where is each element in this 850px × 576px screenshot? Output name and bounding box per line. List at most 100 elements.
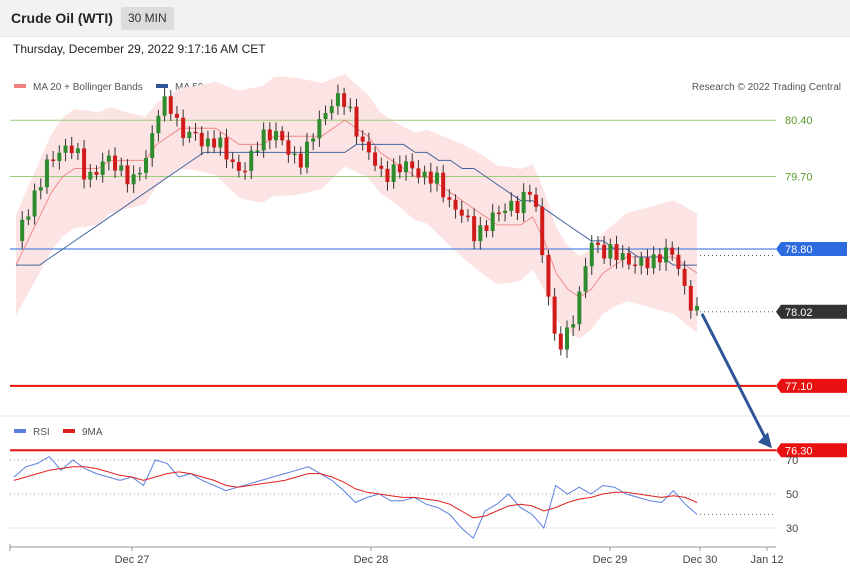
candle-body — [261, 129, 266, 151]
level-label: 76.30 — [785, 445, 813, 457]
candle-body — [472, 216, 477, 242]
candle-body — [51, 159, 56, 162]
candle-body — [484, 225, 489, 231]
timestamp: Thursday, December 29, 2022 9:17:16 AM C… — [13, 42, 266, 56]
level-label-bg — [776, 304, 847, 319]
rsi-line — [13, 455, 698, 540]
rsi-tick-label: 70 — [786, 455, 798, 467]
candle-body — [496, 212, 501, 215]
candle-body — [230, 159, 235, 163]
instrument-title: Crude Oil (WTI) — [11, 10, 113, 26]
candle-body — [57, 152, 62, 162]
candle-body — [342, 93, 347, 107]
x-axis-tick-label: Dec 27 — [115, 554, 150, 566]
candle-body — [280, 131, 285, 141]
candle-body — [428, 171, 433, 184]
candle-body — [26, 216, 31, 220]
candle-body — [465, 215, 470, 218]
candle-body — [298, 153, 303, 168]
candle-body — [447, 197, 452, 200]
candle-body — [236, 162, 241, 171]
candle-body — [38, 187, 43, 191]
candle-body — [645, 257, 650, 269]
candle-body — [100, 161, 105, 175]
candle-body — [651, 254, 656, 269]
level-label-bg — [776, 242, 847, 256]
ma50-line — [16, 143, 697, 266]
candle-body — [212, 138, 217, 148]
rsi-tick-label: 50 — [786, 489, 798, 501]
x-axis-tick-label: Dec 28 — [354, 554, 389, 566]
candle-body — [304, 141, 309, 168]
level-label: 78.80 — [785, 244, 813, 256]
candle-body — [626, 253, 631, 265]
candle-body — [267, 129, 272, 141]
projection-arrow — [700, 313, 768, 440]
candle-body — [633, 264, 638, 267]
candle-body — [317, 119, 322, 139]
candle-body — [63, 145, 68, 153]
candle-body — [75, 148, 80, 154]
rsi-tick-label: 30 — [786, 523, 798, 535]
candle-body — [410, 161, 415, 169]
chart-header: Crude Oil (WTI) 30 MIN — [0, 0, 850, 37]
candle-body — [144, 158, 149, 173]
candle-body — [94, 171, 99, 175]
candle-body — [224, 137, 229, 160]
candle-body — [199, 132, 204, 147]
rsi-9ma-line — [13, 466, 698, 519]
candle-body — [459, 209, 464, 216]
level-label: 80.40 — [785, 115, 813, 127]
candle-body — [249, 150, 254, 171]
level-label-bg — [776, 443, 847, 458]
legend-ma20-swatch — [14, 84, 26, 88]
candle-body — [125, 165, 130, 185]
candle-body — [509, 200, 514, 211]
candle-body — [397, 164, 402, 173]
level-label: 77.10 — [785, 381, 813, 393]
candle-body — [546, 255, 551, 297]
candle-body — [205, 138, 210, 147]
candle-body — [150, 133, 155, 159]
candle-body — [695, 305, 699, 311]
x-axis-tick-label: Dec 30 — [683, 554, 718, 566]
candle-body — [515, 200, 520, 213]
legend-rsi-label: RSI — [33, 427, 50, 438]
candle-body — [657, 254, 662, 263]
candle-body — [564, 327, 569, 350]
candle-body — [503, 210, 508, 213]
candle-body — [329, 106, 334, 114]
candle-body — [292, 153, 297, 156]
candle-body — [620, 253, 625, 261]
level-label: 78.02 — [785, 307, 813, 319]
legend-ma50-swatch — [156, 84, 168, 88]
candle-body — [311, 138, 316, 142]
candle-body — [527, 191, 532, 195]
candle-body — [676, 254, 681, 269]
candle-body — [113, 155, 118, 171]
legend-ma20-label: MA 20 + Bollinger Bands — [33, 82, 143, 93]
candle-body — [571, 324, 576, 328]
candle-body — [286, 140, 291, 155]
candle-body — [589, 242, 594, 267]
candle-body — [187, 131, 192, 138]
candle-body — [373, 152, 378, 166]
candle-body — [391, 164, 396, 182]
candle-body — [595, 242, 600, 245]
legend-9ma-swatch — [63, 429, 75, 433]
candle-body — [490, 212, 495, 231]
timeframe-badge[interactable]: 30 MIN — [121, 7, 174, 30]
candle-body — [156, 115, 161, 134]
candle-body — [131, 174, 136, 185]
candle-body — [441, 172, 446, 198]
candle-body — [162, 96, 167, 116]
candle-body — [274, 131, 279, 141]
candle-body — [434, 172, 439, 184]
candle-body — [106, 155, 111, 162]
candle-body — [404, 161, 409, 173]
candle-body — [664, 247, 669, 263]
bollinger-band — [16, 73, 697, 339]
candle-body — [20, 219, 25, 241]
candle-body — [540, 206, 545, 256]
